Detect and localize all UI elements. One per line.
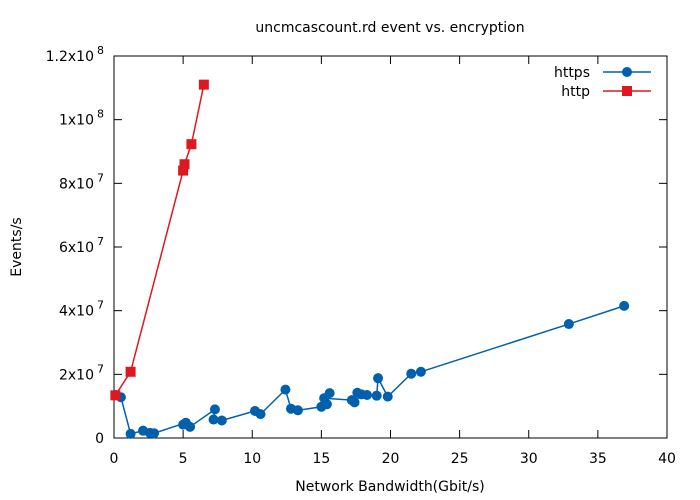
data-point-http: [186, 139, 197, 150]
y-tick-exponent: 7: [97, 299, 104, 312]
y-tick-mantissa: 8x10: [59, 176, 94, 192]
y-tick-mantissa: 0: [95, 431, 104, 447]
y-tick-mantissa: 2x10: [59, 367, 94, 383]
data-point-http: [179, 159, 190, 170]
x-tick-label: 20: [382, 451, 400, 467]
y-tick-label: 0: [95, 431, 104, 447]
data-point-https: [415, 366, 426, 377]
data-point-https: [371, 390, 382, 401]
legend-label-http: http: [561, 84, 590, 100]
data-point-http: [110, 390, 121, 401]
x-tick-label: 35: [589, 451, 607, 467]
data-point-https: [292, 405, 303, 416]
legend-marker-http: [622, 86, 632, 96]
data-point-https: [125, 428, 136, 439]
y-tick-label: 8x10 7: [59, 171, 104, 192]
data-point-https: [209, 404, 220, 415]
x-axis-label: Network Bandwidth(Gbit/s): [295, 479, 485, 495]
y-tick-label: 1x10 8: [59, 108, 104, 129]
data-point-https: [208, 414, 219, 425]
x-tick-label: 30: [520, 451, 538, 467]
data-point-https: [619, 300, 630, 311]
data-point-https: [319, 393, 330, 404]
data-point-https: [406, 368, 417, 379]
y-tick-mantissa: 1x10: [59, 113, 94, 129]
data-point-http: [125, 366, 136, 377]
x-tick-label: 5: [179, 451, 188, 467]
y-tick-exponent: 8: [97, 108, 104, 121]
data-point-https: [185, 421, 196, 432]
x-tick-label: 40: [658, 451, 676, 467]
x-tick-label: 15: [312, 451, 330, 467]
y-tick-exponent: 8: [97, 44, 104, 57]
y-tick-mantissa: 1.2x10: [46, 49, 94, 65]
data-point-https: [149, 428, 160, 439]
legend-label-https: https: [554, 65, 590, 81]
data-point-https: [280, 384, 291, 395]
data-point-http: [198, 79, 209, 90]
y-tick-label: 4x10 7: [59, 299, 104, 320]
legend-marker-https: [622, 67, 632, 77]
x-tick-label: 25: [451, 451, 469, 467]
data-point-https: [361, 390, 372, 401]
y-tick-mantissa: 6x10: [59, 240, 94, 256]
y-tick-label: 6x10 7: [59, 235, 104, 256]
y-tick-exponent: 7: [97, 235, 104, 248]
y-tick-label: 2x10 7: [59, 362, 104, 383]
y-tick-label: 1.2x10 8: [46, 44, 104, 65]
x-tick-label: 0: [110, 451, 119, 467]
data-point-https: [349, 397, 360, 408]
x-tick-label: 10: [243, 451, 261, 467]
data-point-https: [255, 409, 266, 420]
y-tick-exponent: 7: [97, 171, 104, 184]
y-tick-exponent: 7: [97, 362, 104, 375]
y-axis-label: Events/s: [9, 217, 25, 276]
data-point-http: [178, 165, 189, 176]
data-point-https: [563, 319, 574, 330]
y-tick-mantissa: 4x10: [59, 304, 94, 320]
chart-title: uncmcascount.rd event vs. encryption: [255, 20, 524, 36]
data-point-https: [382, 391, 393, 402]
data-point-https: [216, 415, 227, 426]
data-point-https: [373, 373, 384, 384]
